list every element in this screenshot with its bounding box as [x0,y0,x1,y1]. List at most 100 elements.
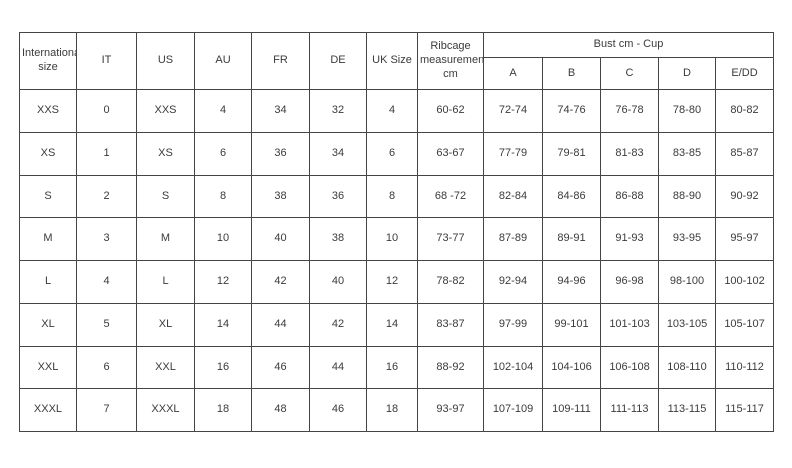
table-cell: 108-110 [658,345,716,390]
table-row: XXS 0 XXS 4 34 32 4 60-62 72-74 74-76 76-78 78-80 80… [19,89,774,133]
col-header-cup-edd: E/DD [715,57,774,90]
table-cell: 6 [194,131,252,176]
table-cell: M [19,217,77,261]
table-cell: 42 [309,302,367,347]
table-cell: 42 [251,260,310,304]
table-cell: 96-98 [600,260,659,304]
table-cell: 85-87 [715,131,774,176]
table-cell: 97-99 [483,302,543,347]
table-cell: 88-90 [658,174,716,219]
table-cell: XL [19,302,77,347]
table-cell: 48 [251,388,310,432]
table-cell: 10 [194,217,252,261]
table-cell: 3 [76,217,137,261]
table-cell: 4 [76,260,137,304]
table-cell: L [136,260,195,304]
table-cell: M [136,217,195,261]
table-cell: 5 [76,302,137,347]
table-cell: 2 [76,174,137,219]
table-cell: 110-112 [715,345,774,390]
table-row: L 4 L 12 42 40 12 78-82 92-94 94-96 96-98 98-100 100… [19,260,774,304]
table-row: XS 1 XS 6 36 34 6 63-67 77-79 79-81 81-83 83-85 85-8… [19,131,774,176]
table-header: International size IT US AU FR DE UK Siz… [19,32,774,90]
table-cell: 83-85 [658,131,716,176]
table-cell: 113-115 [658,388,716,432]
table-cell: 100-102 [715,260,774,304]
table-cell: 7 [76,388,137,432]
table-cell: 81-83 [600,131,659,176]
table-cell: 84-86 [542,174,601,219]
table-cell: 95-97 [715,217,774,261]
table-cell: 40 [309,260,367,304]
table-cell: 40 [251,217,310,261]
table-cell: 18 [194,388,252,432]
table-cell: 12 [366,260,418,304]
table-cell: 86-88 [600,174,659,219]
col-header-cup-b: B [542,57,601,90]
table-cell: 38 [251,174,310,219]
table-cell: 4 [366,89,418,133]
col-header-it: IT [76,32,137,90]
table-cell: 32 [309,89,367,133]
table-cell: 10 [366,217,418,261]
table-cell: 44 [251,302,310,347]
table-row: S 2 S 8 38 36 8 68 -72 82-84 84-86 86-88 88-90 90-92 [19,174,774,219]
header-row-group: International size IT US AU FR DE UK Siz… [19,32,774,90]
table-row: M 3 M 10 40 38 10 73-77 87-89 89-91 91-93 93-95 95-9… [19,217,774,261]
col-header-cup-c: C [600,57,659,90]
table-cell: 99-101 [542,302,601,347]
table-cell: 14 [194,302,252,347]
table-cell: 79-81 [542,131,601,176]
col-header-de: DE [309,32,367,90]
table-cell: XXS [19,89,77,133]
table-cell: 103-105 [658,302,716,347]
col-group-header-bust-cup: Bust cm - Cup [483,32,774,58]
table-cell: 83-87 [417,302,484,347]
table-cell: 12 [194,260,252,304]
col-header-au: AU [194,32,252,90]
table-cell: 80-82 [715,89,774,133]
table-cell: 14 [366,302,418,347]
table-cell: 78-80 [658,89,716,133]
table-cell: 73-77 [417,217,484,261]
table-cell: 8 [194,174,252,219]
table-cell: 115-117 [715,388,774,432]
table-cell: XXXL [136,388,195,432]
table-cell: 82-84 [483,174,543,219]
table-cell: 34 [309,131,367,176]
table-cell: 38 [309,217,367,261]
table-cell: 93-95 [658,217,716,261]
table-cell: 91-93 [600,217,659,261]
table-cell: S [19,174,77,219]
table-cell: 1 [76,131,137,176]
col-header-international-size: International size [19,32,77,90]
table-cell: XL [136,302,195,347]
table-cell: 87-89 [483,217,543,261]
table-cell: 18 [366,388,418,432]
table-cell: 111-113 [600,388,659,432]
table-cell: 60-62 [417,89,484,133]
table-cell: 46 [309,388,367,432]
table-cell: 8 [366,174,418,219]
table-cell: 90-92 [715,174,774,219]
table-cell: S [136,174,195,219]
table-cell: XS [136,131,195,176]
table-cell: 36 [251,131,310,176]
table-cell: 63-67 [417,131,484,176]
size-chart-table: International size IT US AU FR DE UK Siz… [19,32,774,432]
table-cell: 102-104 [483,345,543,390]
table-cell: 46 [251,345,310,390]
table-cell: 101-103 [600,302,659,347]
table-cell: 106-108 [600,345,659,390]
table-cell: 92-94 [483,260,543,304]
table-cell: 34 [251,89,310,133]
table-cell: 6 [366,131,418,176]
table-row: XXXL 7 XXXL 18 48 46 18 93-97 107-109 109-111 111-… [19,388,774,432]
col-header-us: US [136,32,195,90]
table-cell: XXL [19,345,77,390]
table-cell: XXS [136,89,195,133]
table-cell: 76-78 [600,89,659,133]
table-cell: 88-92 [417,345,484,390]
table-cell: 98-100 [658,260,716,304]
table-cell: 107-109 [483,388,543,432]
